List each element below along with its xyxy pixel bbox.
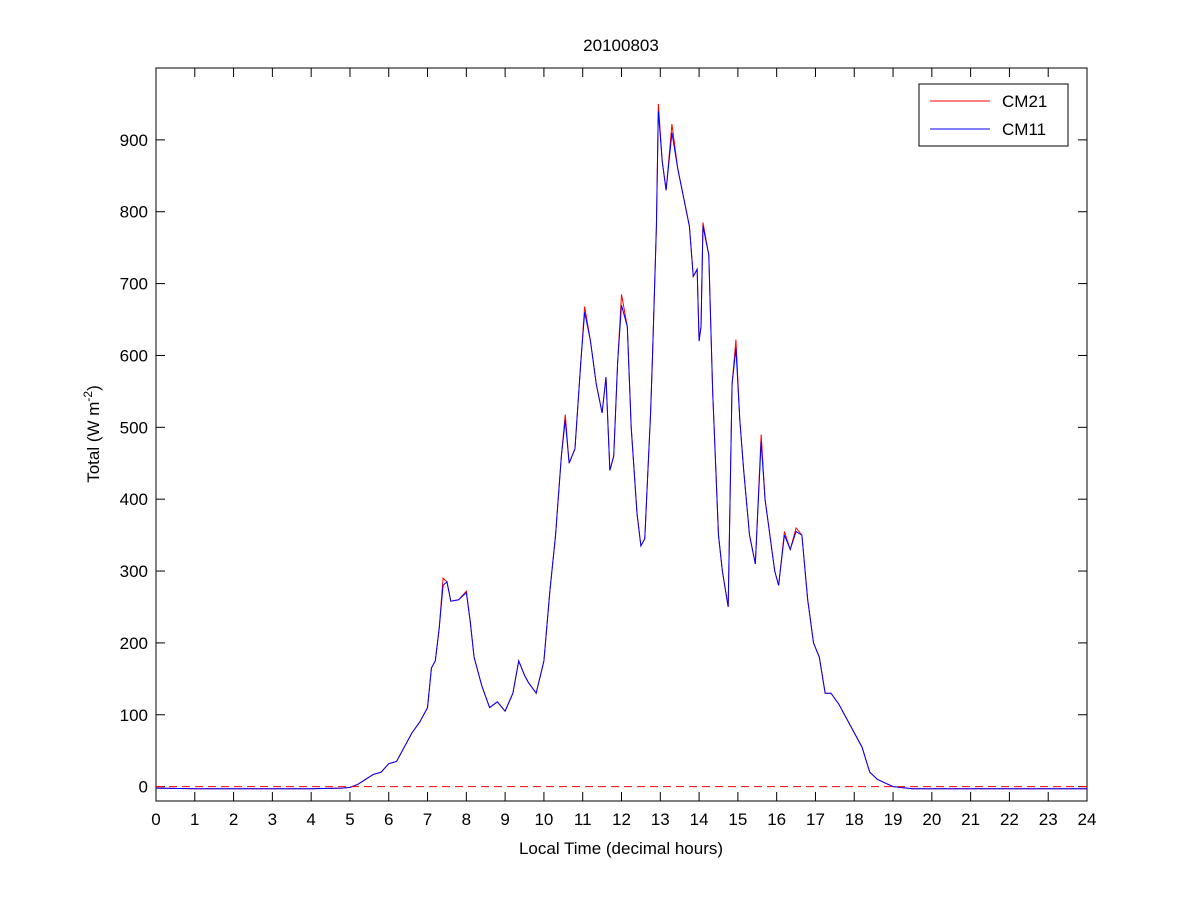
legend-box <box>918 83 1069 147</box>
x-tick-label: 12 <box>612 810 631 829</box>
x-tick-label: 9 <box>500 810 509 829</box>
series-line <box>155 111 1087 790</box>
x-tick-label: 16 <box>767 810 786 829</box>
y-tick-label: 600 <box>120 346 148 365</box>
y-tick-label: 0 <box>139 778 148 797</box>
plot-area <box>155 67 1088 802</box>
x-tick-label: 7 <box>423 810 432 829</box>
x-tick-label: 6 <box>384 810 393 829</box>
x-tick-label: 8 <box>462 810 471 829</box>
x-tick-label: 13 <box>651 810 670 829</box>
y-tick-label: 700 <box>120 275 148 294</box>
legend-label: CM21 <box>1002 92 1047 111</box>
x-tick-label: 2 <box>229 810 238 829</box>
y-tick-label: 800 <box>120 203 148 222</box>
y-tick-label: 400 <box>120 490 148 509</box>
x-tick-label: 14 <box>690 810 709 829</box>
x-tick-label: 17 <box>806 810 825 829</box>
x-tick-label: 24 <box>1078 810 1097 829</box>
x-tick-label: 4 <box>306 810 315 829</box>
x-tick-label: 11 <box>574 810 592 829</box>
x-tick-label: 23 <box>1039 810 1058 829</box>
x-tick-label: 19 <box>884 810 903 829</box>
y-tick-label: 300 <box>120 562 148 581</box>
y-axis-label-sup: -2 <box>81 391 95 402</box>
y-tick-label: 200 <box>120 634 148 653</box>
y-axis-label-text: Total (W m <box>84 402 103 483</box>
x-tick-label: 22 <box>1000 810 1019 829</box>
x-tick-label: 10 <box>534 810 553 829</box>
x-axis-label: Local Time (decimal hours) <box>519 839 723 858</box>
x-tick-label: 3 <box>268 810 277 829</box>
x-tick-label: 20 <box>922 810 941 829</box>
y-axis-label: Total (W m-2) <box>81 385 103 483</box>
x-tick-label: 18 <box>845 810 864 829</box>
x-tick-label: 21 <box>961 810 980 829</box>
x-tick-label: 0 <box>151 810 160 829</box>
y-tick-label: 500 <box>120 418 148 437</box>
x-tick-label: 1 <box>190 810 199 829</box>
legend-label: CM11 <box>1002 120 1046 139</box>
chart-title: 20100803 <box>583 36 659 55</box>
x-tick-label: 5 <box>345 810 354 829</box>
y-axis-label-end: ) <box>84 385 103 391</box>
x-tick-label: 15 <box>728 810 747 829</box>
y-tick-label: 100 <box>120 706 148 725</box>
y-tick-label: 900 <box>120 131 148 150</box>
